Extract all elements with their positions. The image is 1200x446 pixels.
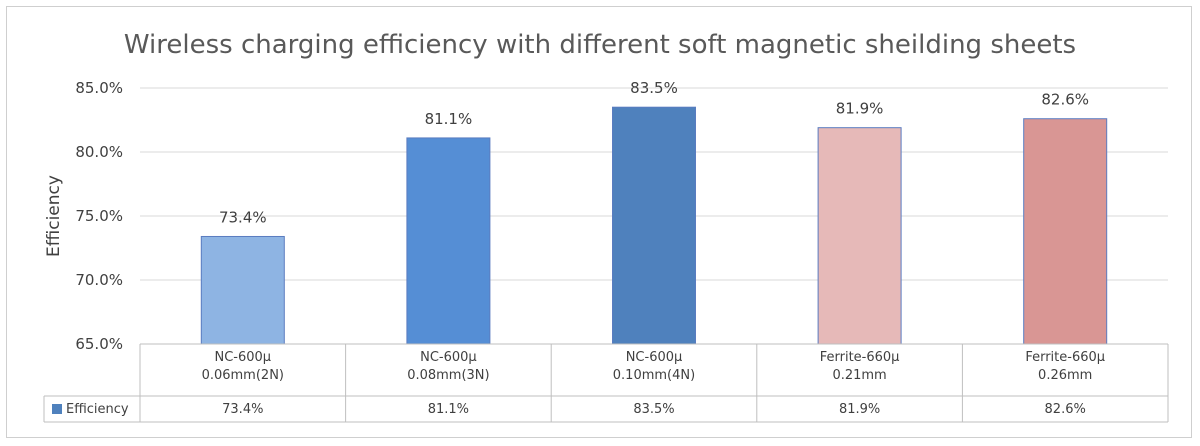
x-tick-label: Ferrite-660µ xyxy=(1025,350,1105,365)
data-label: 83.5% xyxy=(630,79,678,97)
x-tick-label: 0.08mm(3N) xyxy=(407,368,489,383)
x-tick-label: Ferrite-660µ xyxy=(820,350,900,365)
bar xyxy=(612,106,696,345)
table-value: 73.4% xyxy=(222,402,263,417)
y-tick-label: 70.0% xyxy=(75,271,123,289)
table-value: 81.9% xyxy=(839,402,880,417)
bar xyxy=(817,127,902,345)
chart-frame xyxy=(6,6,1192,438)
y-tick-label: 80.0% xyxy=(75,143,123,161)
x-tick-label: NC-600µ xyxy=(215,350,272,365)
data-label: 73.4% xyxy=(219,208,267,226)
data-label: 81.9% xyxy=(836,100,884,118)
bar xyxy=(200,235,285,345)
y-tick-label: 65.0% xyxy=(75,335,123,353)
table-value: 81.1% xyxy=(428,402,469,417)
bar xyxy=(406,137,491,345)
x-tick-label: NC-600µ xyxy=(420,350,477,365)
x-tick-label: 0.26mm xyxy=(1038,368,1092,383)
table-value: 82.6% xyxy=(1045,402,1086,417)
legend-label: Efficiency xyxy=(66,402,129,417)
legend-swatch xyxy=(52,404,62,414)
chart-title: Wireless charging efficiency with differ… xyxy=(124,30,1076,60)
table-value: 83.5% xyxy=(633,402,674,417)
data-label: 82.6% xyxy=(1041,91,1089,109)
bar xyxy=(1023,118,1108,345)
x-tick-label: NC-600µ xyxy=(626,350,683,365)
x-tick-label: 0.21mm xyxy=(832,368,886,383)
data-label: 81.1% xyxy=(425,110,473,128)
x-tick-label: 0.10mm(4N) xyxy=(613,368,695,383)
y-axis-label: Efficiency xyxy=(44,175,64,257)
x-tick-label: 0.06mm(2N) xyxy=(202,368,284,383)
y-tick-label: 85.0% xyxy=(75,79,123,97)
y-tick-label: 75.0% xyxy=(75,207,123,225)
